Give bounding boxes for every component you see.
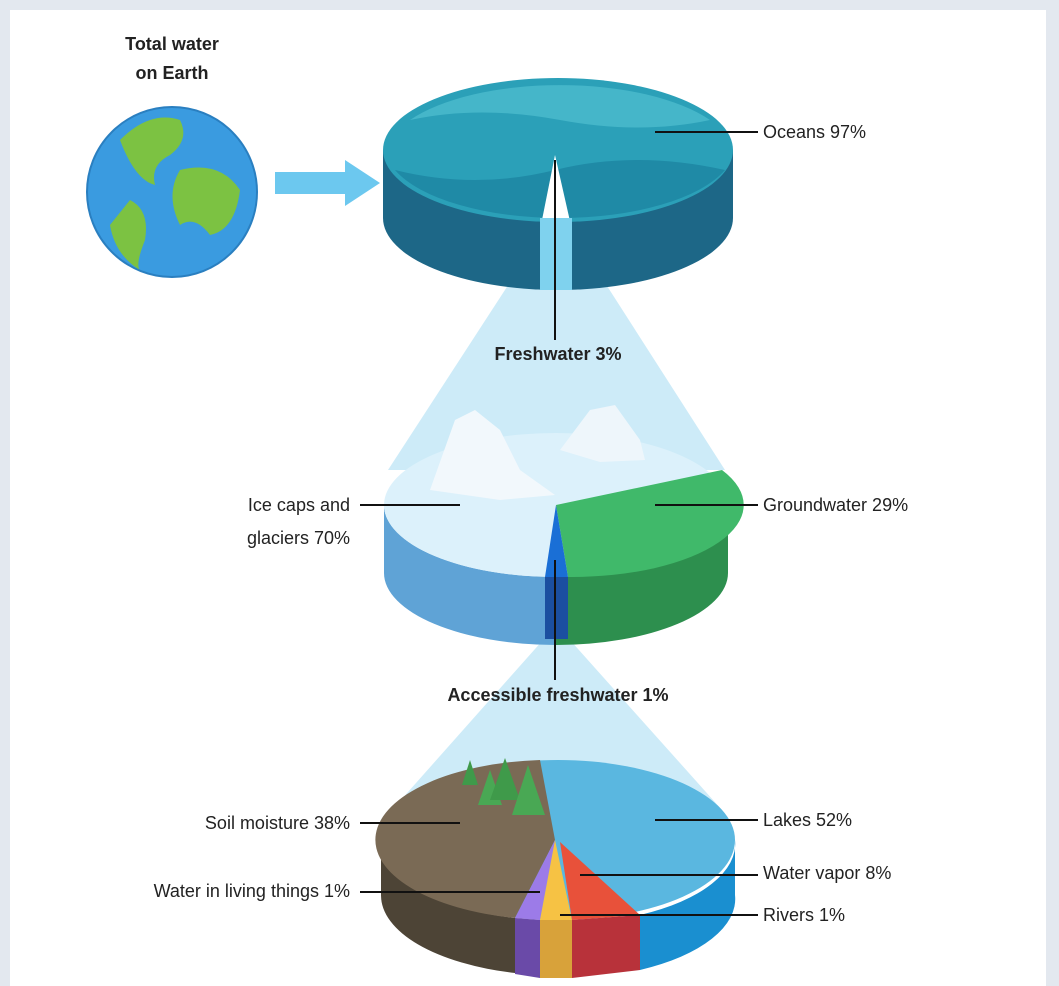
accessible-disk	[375, 758, 736, 978]
globe	[86, 106, 258, 278]
beam	[392, 640, 722, 810]
label: Oceans 97%	[763, 122, 866, 142]
label: Water in living things 1%	[154, 881, 350, 901]
arrow	[275, 160, 380, 206]
label: Groundwater 29%	[763, 495, 908, 515]
title: Total water	[125, 34, 219, 54]
label: glaciers 70%	[247, 528, 350, 548]
label: Soil moisture 38%	[205, 813, 350, 833]
title: on Earth	[135, 63, 208, 83]
label: Water vapor 8%	[763, 863, 891, 883]
label: Accessible freshwater 1%	[447, 685, 668, 705]
label: Lakes 52%	[763, 810, 852, 830]
label: Freshwater 3%	[494, 344, 621, 364]
freshwater-disk	[384, 405, 744, 645]
label: Ice caps and	[248, 495, 350, 515]
label: Rivers 1%	[763, 905, 845, 925]
ocean-disk	[383, 78, 733, 290]
